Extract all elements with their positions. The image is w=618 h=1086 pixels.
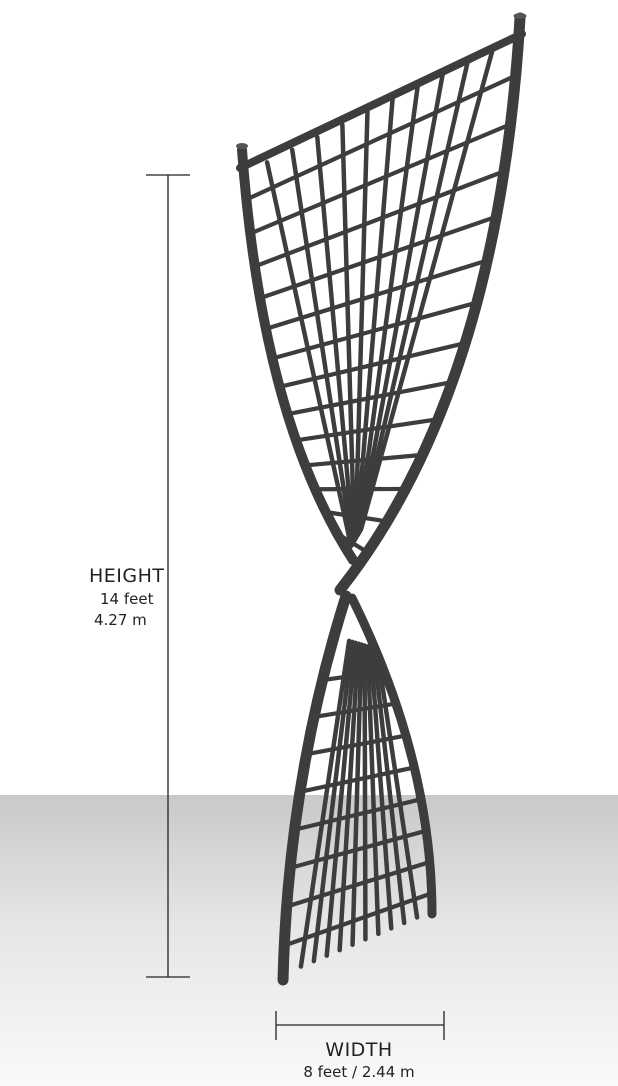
height-label: HEIGHT [89, 565, 165, 587]
lower-vertical-bar [362, 643, 368, 942]
upper-vertical-bar [289, 147, 355, 547]
height-feet-value: 14 feet [100, 590, 154, 608]
lower-vertical-bar [368, 645, 394, 931]
left-lower-post [277, 590, 352, 986]
width-label: WIDTH [325, 1039, 393, 1061]
width-value: 8 feet / 2.44 m [303, 1063, 415, 1081]
lower-vertical-bar [324, 640, 358, 958]
lower-vertical-bar [374, 646, 420, 920]
top-rail [236, 30, 526, 172]
left-post-cap [236, 143, 248, 149]
lower-vertical-bar [371, 645, 407, 926]
upper-horizontal-rail [251, 169, 506, 270]
right-upper-post [334, 12, 526, 596]
upper-vertical-bar [340, 122, 357, 543]
upper-vertical-bar [264, 160, 354, 549]
lower-vertical-bar [337, 641, 361, 953]
upper-vertical-bar [357, 59, 471, 534]
right-post-cap [513, 13, 527, 19]
upper-vertical-bar [358, 46, 496, 533]
right-lower-post [347, 593, 437, 919]
twisted-trellis-structure [236, 12, 527, 986]
lower-horizontal-rail [282, 891, 434, 948]
upper-vertical-bar [356, 71, 445, 536]
left-upper-post [237, 145, 358, 565]
upper-horizontal-rail [243, 74, 517, 203]
lower-vertical-bar [350, 642, 364, 947]
upper-vertical-bar [315, 134, 356, 545]
height-dimension-line [146, 174, 190, 978]
lower-vertical-bar [311, 639, 355, 964]
height-meters-value: 4.27 m [94, 611, 147, 629]
lower-vertical-bar [365, 644, 381, 937]
upper-vertical-bar [355, 84, 420, 538]
upper-vertical-bar [354, 96, 395, 540]
width-dimension-line [275, 1011, 445, 1040]
upper-vertical-bar [353, 109, 370, 542]
floor-backdrop [0, 795, 618, 1086]
lower-vertical-bar [298, 638, 352, 969]
